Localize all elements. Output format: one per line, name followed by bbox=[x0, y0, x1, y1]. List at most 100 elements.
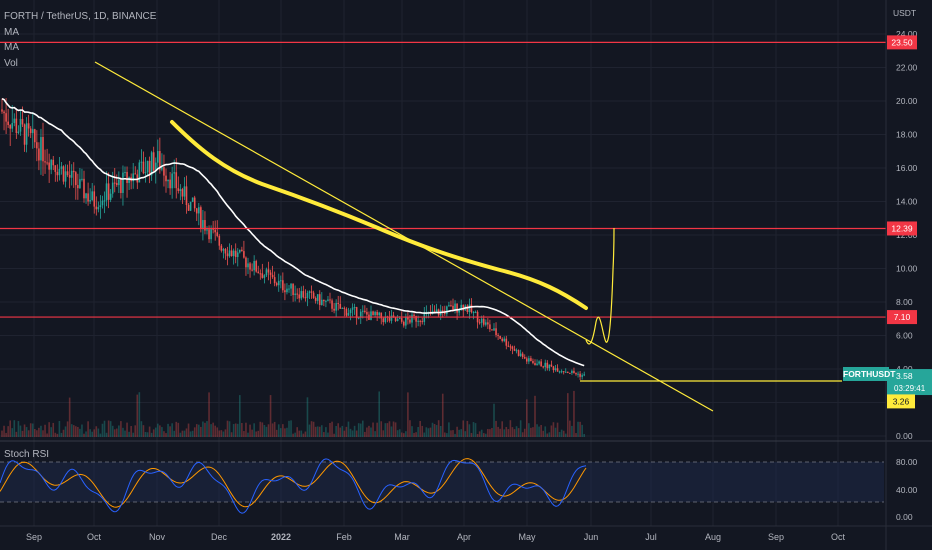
candle-body bbox=[316, 294, 319, 301]
horizontal-levels[interactable] bbox=[0, 41, 886, 318]
candle-body bbox=[140, 161, 143, 163]
projection-curve[interactable] bbox=[585, 227, 615, 345]
oscillator-title[interactable]: Stoch RSI bbox=[4, 449, 50, 460]
candle-body bbox=[400, 318, 403, 322]
date-tick-label: May bbox=[518, 532, 536, 542]
candle-body bbox=[505, 338, 508, 346]
candle-body bbox=[392, 315, 395, 317]
candle-body bbox=[349, 309, 352, 314]
chart-legend: FORTH / TetherUS, 1D, BINANCE MA MA Vol bbox=[4, 9, 156, 71]
candle-body bbox=[448, 305, 450, 307]
volume-bar bbox=[111, 425, 114, 437]
date-tick-label: Dec bbox=[211, 532, 228, 542]
candle-body bbox=[567, 371, 569, 373]
volume-bar bbox=[85, 431, 87, 437]
candle-body bbox=[542, 366, 544, 368]
volume-bar bbox=[390, 426, 393, 437]
candle-body bbox=[312, 292, 315, 298]
time-axis[interactable]: Sep Oct Nov Dec 2022 Feb Mar Apr May Jun Jul Aug Sep… bbox=[26, 532, 846, 542]
volume-bar bbox=[368, 425, 370, 437]
candle-body bbox=[25, 123, 28, 145]
candle-body bbox=[200, 207, 202, 229]
drawings[interactable] bbox=[94, 61, 842, 412]
indicator-ma-1[interactable]: MA bbox=[4, 26, 19, 38]
volume-bar bbox=[189, 431, 192, 437]
price-tick-label: 8.00 bbox=[896, 297, 913, 307]
candle-body bbox=[44, 161, 46, 163]
indicator-ma-2[interactable]: MA bbox=[4, 42, 19, 53]
candle-body bbox=[384, 316, 387, 323]
candle-body bbox=[577, 373, 579, 375]
candle-body bbox=[380, 312, 383, 319]
volume-bar bbox=[29, 423, 32, 437]
level-tag-label: 12.39 bbox=[891, 223, 913, 233]
volume-bar bbox=[515, 426, 518, 437]
volume-bar bbox=[68, 397, 71, 437]
volume-bar bbox=[517, 428, 520, 437]
candle-body bbox=[253, 261, 255, 271]
volume-bar bbox=[386, 423, 389, 437]
candle-body bbox=[273, 277, 276, 284]
price-tick-label: 16.00 bbox=[896, 163, 918, 173]
volume-bar bbox=[509, 420, 512, 437]
volume-bar bbox=[253, 423, 255, 437]
volume-bar bbox=[571, 425, 573, 437]
volume-bar bbox=[159, 425, 161, 437]
candle-body bbox=[583, 374, 585, 376]
candle-body bbox=[202, 220, 204, 229]
volume-bar bbox=[501, 421, 503, 437]
candle-body bbox=[122, 172, 124, 193]
date-tick-label: Aug bbox=[705, 532, 721, 542]
indicator-vol[interactable]: Vol bbox=[4, 57, 18, 69]
volume-bar bbox=[359, 423, 362, 437]
rsi-axis[interactable]: 80.00 40.00 0.00 bbox=[896, 457, 918, 522]
candle-body bbox=[318, 294, 321, 305]
volume-bar bbox=[556, 422, 559, 437]
volume-bar bbox=[3, 425, 5, 437]
thick-ma-drawing[interactable] bbox=[170, 120, 588, 310]
volume-bar bbox=[439, 425, 442, 437]
volume-bar bbox=[56, 433, 59, 437]
candle-body bbox=[532, 361, 534, 364]
candle-body bbox=[259, 273, 262, 275]
candle-body bbox=[573, 370, 575, 374]
candle-body bbox=[554, 368, 557, 371]
candle-body bbox=[214, 229, 216, 233]
volume-bar bbox=[83, 433, 85, 437]
volume-bar bbox=[77, 426, 79, 437]
candle-body bbox=[374, 311, 376, 316]
candle-body bbox=[478, 322, 481, 324]
candle-body bbox=[575, 373, 577, 375]
volume-bar bbox=[532, 427, 534, 437]
price-tick-label: 0.00 bbox=[896, 431, 913, 441]
candle-body bbox=[83, 178, 85, 199]
volume-bar bbox=[544, 426, 547, 437]
volume-bar bbox=[343, 430, 346, 437]
candle-body bbox=[343, 307, 346, 309]
symbol-title[interactable]: FORTH / TetherUS, 1D, BINANCE bbox=[4, 11, 157, 22]
candle-body bbox=[15, 118, 18, 133]
candle-body bbox=[359, 311, 362, 318]
volume-bar bbox=[355, 430, 358, 437]
candle-body bbox=[327, 299, 329, 301]
candle-body bbox=[249, 263, 251, 270]
stoch-rsi-pane bbox=[0, 458, 884, 514]
candle-body bbox=[517, 350, 520, 356]
volume-bar bbox=[497, 426, 499, 437]
candle-body bbox=[29, 128, 32, 134]
volume-bar bbox=[316, 426, 319, 437]
volume-bar bbox=[64, 426, 67, 437]
candle-body bbox=[218, 235, 221, 246]
volume-bar bbox=[36, 430, 38, 437]
volume-bar bbox=[222, 431, 225, 437]
volume-bar bbox=[560, 429, 563, 437]
volume-bar bbox=[40, 425, 42, 437]
volume-bar bbox=[437, 420, 440, 437]
volume-bar bbox=[239, 395, 241, 437]
candle-body bbox=[68, 175, 71, 178]
candle-body bbox=[534, 363, 536, 366]
volume-bar bbox=[66, 421, 69, 437]
candle-body bbox=[159, 151, 161, 170]
volume-bar bbox=[31, 423, 34, 437]
